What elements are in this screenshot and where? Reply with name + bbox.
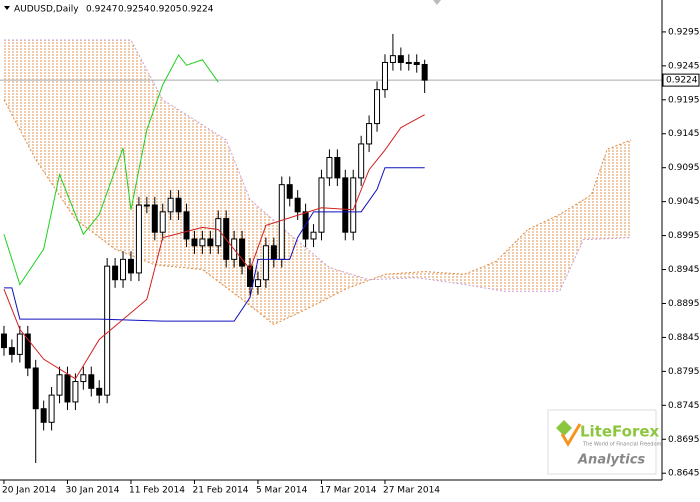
- logo-tagline: The World of Financial Freedom: [582, 442, 662, 448]
- candle-body: [342, 177, 349, 233]
- candle-body: [64, 374, 71, 403]
- candle-body: [310, 231, 317, 240]
- candle-body: [421, 63, 428, 81]
- y-tick-label: 0.9145: [668, 129, 700, 139]
- chart-title: AUDUSD,Daily: [14, 5, 79, 15]
- y-tick-label: 0.9095: [668, 163, 700, 173]
- logo-box: [547, 409, 657, 475]
- indicator-line: [3, 54, 219, 286]
- candle-body: [151, 204, 158, 233]
- candle-body: [381, 61, 388, 91]
- candle-body: [135, 204, 142, 274]
- candle-body: [199, 238, 206, 247]
- y-tick-label: 0.8945: [668, 265, 700, 275]
- candle-body: [207, 238, 214, 247]
- header-close: 0.9224: [182, 5, 214, 15]
- y-tick-label: 0.8645: [668, 469, 700, 479]
- x-tick-label: 17 Mar 2014: [319, 486, 376, 496]
- candle-body: [80, 374, 87, 383]
- candle-body: [254, 279, 261, 288]
- candle-body: [278, 184, 285, 260]
- y-tick-label: 0.9245: [668, 61, 700, 71]
- x-tick-label: 11 Feb 2014: [129, 486, 185, 496]
- candle-body: [32, 367, 39, 410]
- header-open: 0.9247: [86, 5, 118, 15]
- candle-body: [175, 197, 182, 213]
- header-low: 0.9205: [150, 5, 182, 15]
- candle-body: [397, 55, 404, 63]
- candle-body: [40, 408, 47, 423]
- indicator-line: [3, 167, 425, 322]
- candle-body: [294, 197, 301, 213]
- logo-check: [560, 423, 582, 447]
- candle-body: [374, 89, 381, 125]
- candle-body: [104, 265, 111, 396]
- logo-brand: LiteForex: [580, 423, 660, 441]
- indicator-line: [3, 114, 425, 380]
- header-high: 0.9254: [118, 5, 150, 15]
- menu-arrow: [4, 6, 10, 10]
- candle-body: [270, 245, 277, 260]
- y-tick-label: 0.8845: [668, 333, 700, 343]
- y-tick-label: 0.8745: [668, 401, 700, 411]
- candle-body: [413, 61, 420, 65]
- candle-body: [191, 238, 198, 247]
- candle-body: [96, 387, 103, 396]
- candle-body: [24, 333, 31, 369]
- cloud-hatch: [3, 40, 632, 325]
- candle-body: [159, 211, 166, 233]
- candle-body: [326, 157, 333, 179]
- y-tick-label: 0.8695: [668, 435, 700, 445]
- y-tick-label: 0.8895: [668, 299, 700, 309]
- x-tick-label: 5 Mar 2014: [256, 486, 308, 496]
- candle-body: [56, 374, 63, 396]
- y-tick-label: 0.8795: [668, 367, 700, 377]
- candle-body: [127, 258, 134, 274]
- candle-body: [183, 211, 190, 240]
- price-label-box: [662, 73, 700, 87]
- candle-body: [350, 177, 357, 233]
- logo: LiteForex The World of Financial Freedom…: [547, 409, 662, 475]
- logo-icon: [556, 420, 572, 436]
- candle-body: [358, 143, 365, 179]
- candle-body: [389, 55, 396, 63]
- x-tick-label: 27 Mar 2014: [383, 486, 440, 496]
- candle-body: [8, 347, 15, 355]
- logo-product: Analytics: [577, 453, 645, 468]
- candle-body: [167, 197, 174, 213]
- candle-body: [120, 258, 127, 281]
- candle-body: [262, 245, 269, 281]
- candle-body: [143, 204, 150, 207]
- candle-body: [16, 333, 23, 355]
- candle-body: [405, 61, 412, 64]
- candle-body: [286, 184, 293, 199]
- x-tick-label: 30 Jan 2014: [65, 486, 119, 496]
- y-tick-label: 0.9195: [668, 95, 700, 105]
- candle-body: [88, 374, 95, 389]
- y-tick-label: 0.9295: [668, 27, 700, 37]
- y-tick-label: 0.8995: [668, 231, 700, 241]
- candle-body: [334, 157, 341, 179]
- candle-body: [72, 381, 79, 403]
- candle-body: [48, 394, 55, 423]
- candle-body: [247, 265, 254, 288]
- y-tick-label: 0.9045: [668, 197, 700, 207]
- candle-body: [366, 123, 373, 145]
- candle-body: [239, 238, 246, 267]
- cloud-span: [3, 99, 632, 326]
- candle-body: [112, 265, 119, 281]
- shift-marker: [433, 0, 441, 5]
- price-label: 0.9224: [666, 76, 698, 86]
- candle-body: [0, 333, 7, 349]
- x-tick-label: 21 Feb 2014: [192, 486, 248, 496]
- x-tick-label: 20 Jan 2014: [2, 486, 56, 496]
- candle-body: [318, 177, 325, 233]
